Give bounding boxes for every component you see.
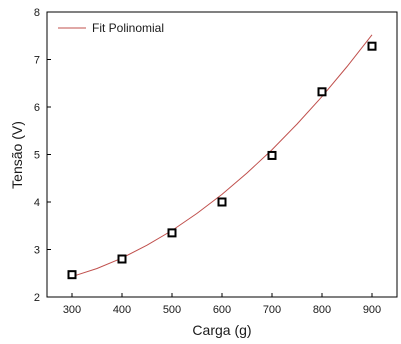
x-tick-label: 800: [313, 304, 331, 316]
x-tick-label: 600: [213, 304, 231, 316]
x-tick-label: 900: [363, 304, 381, 316]
data-point: [317, 87, 327, 97]
legend-label: Fit Polinomial: [92, 21, 164, 35]
axis-ticks: [47, 11, 373, 298]
plot-frame: [46, 11, 398, 298]
y-tick-label: 6: [34, 102, 40, 114]
data-point: [117, 254, 127, 264]
data-point: [267, 150, 277, 160]
x-axis-title: Carga (g): [192, 322, 251, 338]
y-tick-labels: 2 3 4 5 6 7 8: [34, 7, 40, 304]
y-axis-title: Tensão (V): [9, 121, 25, 189]
data-point: [67, 270, 77, 280]
x-tick-label: 300: [63, 304, 81, 316]
x-tick-label: 500: [163, 304, 181, 316]
legend: Fit Polinomial: [58, 21, 164, 35]
y-tick-label: 8: [34, 7, 40, 19]
x-tick-labels: 300 400 500 600 700 800 900: [63, 304, 381, 316]
series-layer: [67, 34, 377, 280]
data-point: [217, 197, 227, 207]
x-tick-label: 400: [113, 304, 131, 316]
y-tick-label: 3: [34, 245, 40, 257]
y-tick-label: 7: [34, 55, 40, 67]
x-tick-label: 700: [263, 304, 281, 316]
fit-curve: [71, 34, 373, 278]
data-point: [367, 41, 377, 51]
data-point: [167, 228, 177, 238]
y-tick-label: 2: [34, 292, 40, 304]
y-tick-label: 5: [34, 150, 40, 162]
y-tick-label: 4: [34, 197, 40, 209]
